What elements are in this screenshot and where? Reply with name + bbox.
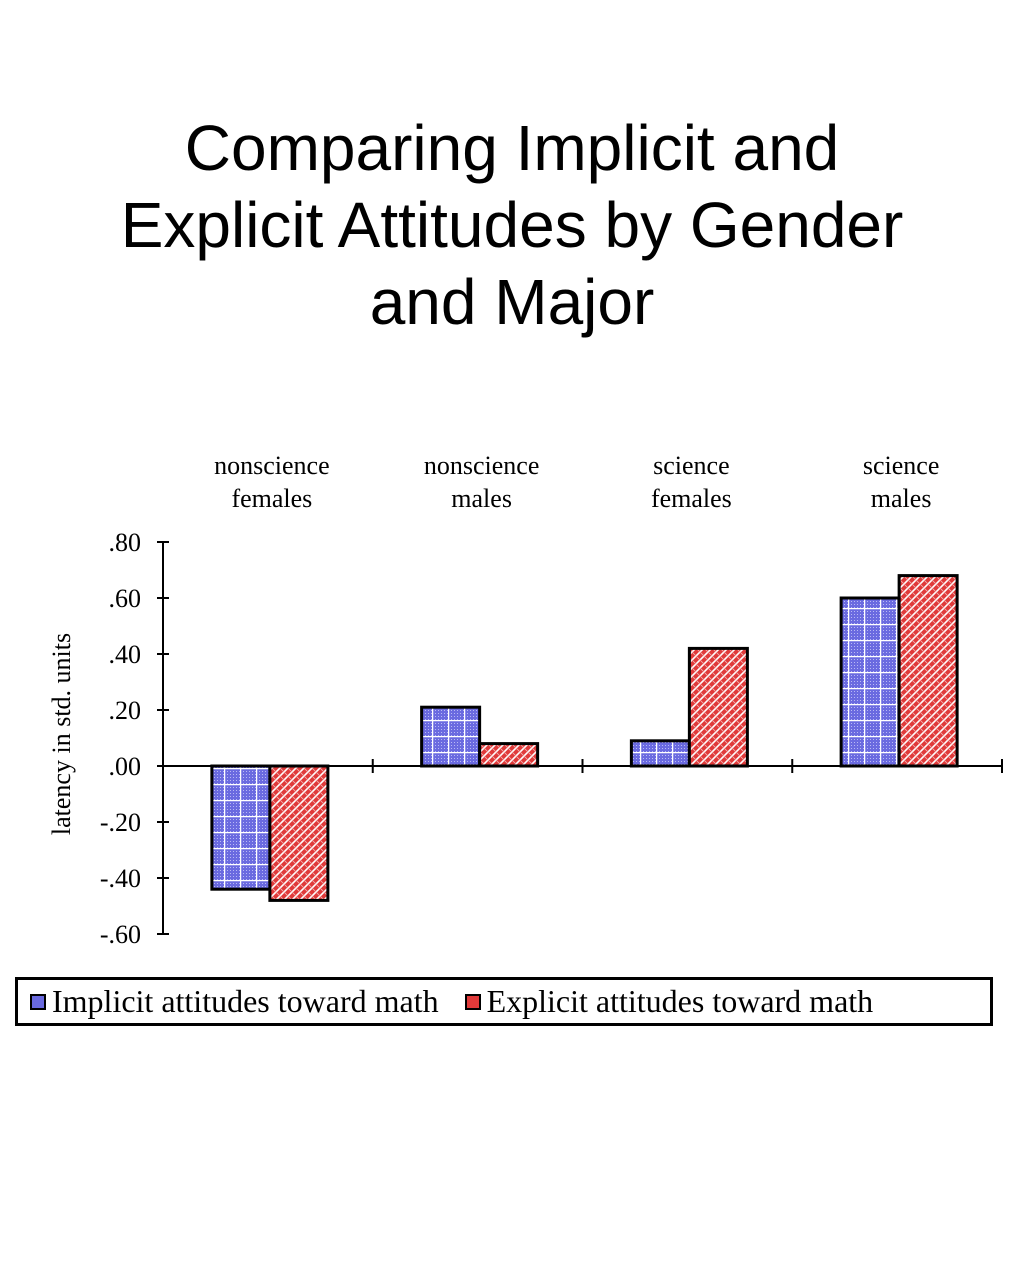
y-tick-label: .20: [109, 696, 142, 725]
legend-label-implicit: Implicit attitudes toward math: [52, 983, 439, 1019]
y-tick-label: .40: [109, 640, 142, 669]
category-label: science: [863, 451, 940, 480]
category-label: nonscience: [424, 451, 540, 480]
bar-explicit: [897, 574, 959, 768]
category-label: males: [871, 484, 932, 513]
bar-explicit: [268, 764, 330, 902]
bar-implicit: [839, 596, 901, 768]
category-label: females: [651, 484, 732, 513]
y-tick-label: -.60: [100, 920, 141, 949]
labels: .80 .60 .40 .20 .00 -.20 -.40 -.60 latency in st…: [47, 451, 939, 949]
legend-swatch-explicit: [464, 993, 481, 1010]
chart-title-line-3: and Major: [369, 266, 655, 338]
legend-item-implicit: Implicit attitudes toward math: [30, 983, 439, 1020]
category-label: females: [231, 484, 312, 513]
y-tick-label: .00: [109, 752, 142, 781]
y-tick-label: .60: [109, 584, 142, 613]
bar-implicit: [420, 705, 482, 768]
legend-item-explicit: Explicit attitudes toward math: [464, 983, 874, 1020]
y-axis-label: latency in std. units: [47, 633, 76, 835]
bar-explicit: [478, 742, 540, 768]
bars: [210, 574, 959, 902]
chart-title-line-2: Explicit Attitudes by Gender: [120, 189, 904, 261]
legend-label-explicit: Explicit attitudes toward math: [486, 983, 874, 1019]
legend-swatch-implicit: [30, 993, 46, 1010]
chart-title-line-1: Comparing Implicit and: [184, 112, 840, 184]
legend: Implicit attitudes toward math Explicit …: [15, 977, 993, 1026]
y-tick-label: .80: [109, 528, 142, 557]
y-tick-label: -.20: [100, 808, 141, 837]
bar-explicit: [687, 646, 749, 768]
category-label: science: [653, 451, 730, 480]
y-tick-label: -.40: [100, 864, 141, 893]
category-label: nonscience: [214, 451, 330, 480]
bar-implicit: [629, 739, 691, 768]
category-label: males: [451, 484, 512, 513]
chart-title: Comparing Implicit and Explicit Attitude…: [0, 110, 1024, 341]
bar-implicit: [210, 764, 272, 891]
